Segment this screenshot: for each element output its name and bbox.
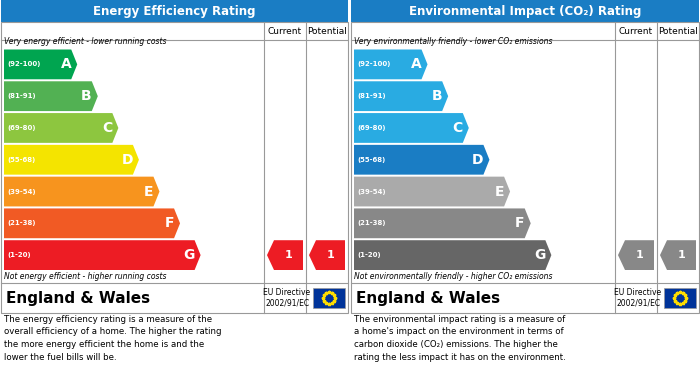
Bar — [1, 22, 348, 313]
Bar — [664, 288, 696, 308]
Text: (1-20): (1-20) — [357, 252, 381, 258]
Polygon shape — [354, 177, 510, 206]
Polygon shape — [4, 208, 180, 238]
Text: B: B — [431, 89, 442, 103]
Text: (39-54): (39-54) — [7, 188, 36, 195]
Text: EU Directive
2002/91/EC: EU Directive 2002/91/EC — [614, 288, 661, 308]
Text: Current: Current — [268, 27, 302, 36]
Text: Current: Current — [619, 27, 653, 36]
Text: A: A — [411, 57, 421, 72]
Polygon shape — [354, 113, 469, 143]
Text: D: D — [472, 153, 484, 167]
Text: (69-80): (69-80) — [357, 125, 386, 131]
Text: Potential: Potential — [307, 27, 347, 36]
Text: Potential: Potential — [658, 27, 698, 36]
Polygon shape — [354, 145, 489, 175]
Text: Very energy efficient - lower running costs: Very energy efficient - lower running co… — [4, 38, 167, 47]
Polygon shape — [354, 81, 448, 111]
Text: 1: 1 — [678, 250, 686, 260]
Text: F: F — [164, 216, 174, 230]
Polygon shape — [618, 240, 654, 270]
Text: (81-91): (81-91) — [357, 93, 386, 99]
Polygon shape — [354, 208, 531, 238]
Text: 1: 1 — [285, 250, 293, 260]
Text: (69-80): (69-80) — [7, 125, 36, 131]
Text: G: G — [534, 248, 545, 262]
Polygon shape — [354, 50, 428, 79]
Text: (92-100): (92-100) — [357, 61, 391, 67]
Text: Not environmentally friendly - higher CO₂ emissions: Not environmentally friendly - higher CO… — [354, 272, 552, 281]
Text: E: E — [495, 185, 504, 199]
Text: 1: 1 — [636, 250, 644, 260]
Bar — [1, 0, 348, 22]
Text: A: A — [60, 57, 71, 72]
Text: B: B — [81, 89, 92, 103]
Text: (21-38): (21-38) — [357, 220, 386, 226]
Bar — [313, 288, 345, 308]
Text: C: C — [102, 121, 113, 135]
Text: (81-91): (81-91) — [7, 93, 36, 99]
Polygon shape — [4, 177, 160, 206]
Text: (21-38): (21-38) — [7, 220, 36, 226]
Polygon shape — [4, 145, 139, 175]
Text: Energy Efficiency Rating: Energy Efficiency Rating — [93, 5, 256, 18]
Bar — [351, 22, 699, 313]
Text: England & Wales: England & Wales — [356, 291, 500, 305]
Text: The environmental impact rating is a measure of
a home's impact on the environme: The environmental impact rating is a mea… — [354, 315, 566, 362]
Polygon shape — [267, 240, 303, 270]
Text: England & Wales: England & Wales — [6, 291, 150, 305]
Polygon shape — [660, 240, 696, 270]
Text: The energy efficiency rating is a measure of the
overall efficiency of a home. T: The energy efficiency rating is a measur… — [4, 315, 221, 362]
Polygon shape — [4, 113, 118, 143]
Polygon shape — [354, 240, 552, 270]
Text: Not energy efficient - higher running costs: Not energy efficient - higher running co… — [4, 272, 167, 281]
Polygon shape — [4, 50, 77, 79]
Text: Very environmentally friendly - lower CO₂ emissions: Very environmentally friendly - lower CO… — [354, 38, 552, 47]
Text: E: E — [144, 185, 153, 199]
Text: F: F — [515, 216, 525, 230]
Text: G: G — [183, 248, 195, 262]
Text: (55-68): (55-68) — [357, 157, 385, 163]
Text: Environmental Impact (CO₂) Rating: Environmental Impact (CO₂) Rating — [409, 5, 641, 18]
Text: EU Directive
2002/91/EC: EU Directive 2002/91/EC — [263, 288, 310, 308]
Text: (55-68): (55-68) — [7, 157, 35, 163]
Polygon shape — [4, 81, 98, 111]
Text: D: D — [121, 153, 133, 167]
Polygon shape — [309, 240, 345, 270]
Text: (39-54): (39-54) — [357, 188, 386, 195]
Bar — [351, 0, 699, 22]
Text: C: C — [453, 121, 463, 135]
Text: (1-20): (1-20) — [7, 252, 31, 258]
Text: (92-100): (92-100) — [7, 61, 41, 67]
Polygon shape — [4, 240, 201, 270]
Text: 1: 1 — [327, 250, 335, 260]
